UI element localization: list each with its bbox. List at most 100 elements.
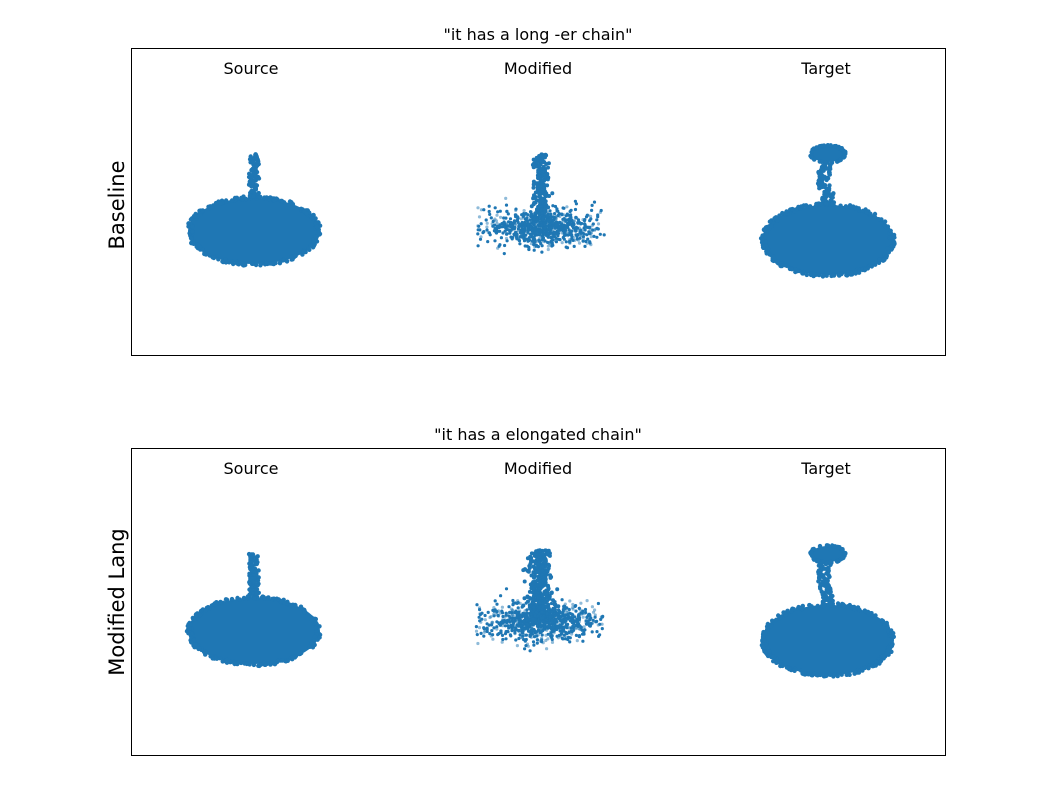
scatter-point [540,633,544,637]
scatter-point [290,602,295,608]
scatter-point [492,609,496,613]
scatter-point [541,596,546,601]
scatter-point [555,634,559,638]
scatter-point [550,610,554,614]
scatter-point [873,663,878,668]
scatter-point [808,204,813,209]
scatter-point [573,207,578,212]
scatter-point [572,244,576,248]
scatter-point [760,245,766,250]
scatter-point [296,651,302,657]
scatter-point [599,208,603,213]
scatter-point [505,209,509,213]
scatter-point [526,569,531,574]
scatter-point [197,646,202,651]
scatter-point [588,225,592,229]
scatter-point [232,661,237,666]
scatter-point [814,272,820,277]
scatter-point [190,224,195,229]
scatter-point [566,226,570,230]
scatter-point [313,625,318,631]
scatter-point [495,627,499,631]
scatter-point [585,599,589,603]
scatter-point [857,607,862,613]
scatter-point [548,620,552,625]
scatter-point [496,613,500,618]
scatter-point [531,182,536,187]
scatter-point [874,659,879,664]
scatter-point [535,624,540,628]
scatter-point [528,634,532,639]
scatter-point [809,150,814,155]
scatter-point [535,217,539,221]
scatter-point [515,615,519,619]
scatter-point [574,225,579,229]
scatter-point [601,614,605,619]
scatter-point [793,267,798,272]
scatter-point [835,159,840,164]
scatter-point [476,244,480,248]
scatter-point [590,224,594,228]
scatter-point [488,212,492,216]
scatter-point [560,213,564,217]
scatter-point [600,627,604,631]
scatter-point [568,599,572,603]
scatter-point [556,625,560,629]
scatter-point [828,601,833,606]
scatter-point [782,610,787,615]
scatter-point [495,229,500,234]
scatter-point [563,620,567,624]
scatter-point [529,213,533,217]
scatter-point [567,607,571,612]
scatter-point [487,209,491,214]
scatter-point [565,632,569,636]
scatter-point [560,618,564,622]
scatter-point [529,204,534,209]
scatter-point [591,621,595,625]
scatter-point [582,632,586,636]
scatter-point [556,209,560,213]
scatter-point [519,235,524,239]
scatter-point [528,625,532,630]
scatter-point [548,241,552,245]
scatter-point [808,271,813,277]
scatter-point [264,195,269,200]
scatter-point [562,633,566,637]
scatter-point [806,672,811,677]
scatter-point [193,642,198,647]
scatter-point [543,625,547,629]
scatter-point [504,236,509,241]
scatter-point [809,155,814,160]
scatter-point [763,650,769,656]
scatter-point [525,556,530,561]
scatter-point [503,229,507,233]
scatter-point [480,611,484,615]
scatter-point [504,587,509,591]
scatter-dense-region [762,205,894,275]
scatter-point [851,604,857,610]
scatter-point [218,201,223,206]
point-cloud-modified [474,548,605,653]
scatter-point [519,230,523,234]
scatter-point [566,617,570,621]
scatter-point [888,228,893,233]
scatter-point [825,543,831,548]
scatter-point [541,641,545,645]
scatter-point [504,221,508,225]
scatter-point [500,640,504,644]
scatter-point [555,627,559,632]
scatter-point [306,246,311,251]
scatter-point [779,263,784,269]
scatter-point [602,233,606,237]
scatter-point [577,220,581,224]
scatter-point [569,213,573,217]
scatter-point [229,198,235,203]
scatter-point [479,208,483,212]
scatter-point [553,212,557,216]
scatter-point [570,632,574,636]
scatter-point [476,641,480,646]
scatter-point [309,216,315,221]
scatter-point [598,232,602,236]
scatter-point [585,225,589,229]
scatter-point [289,255,294,260]
